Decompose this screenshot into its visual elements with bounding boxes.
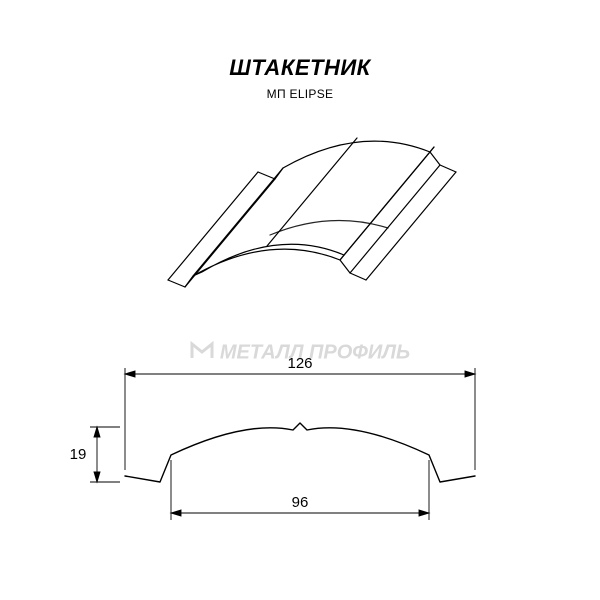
isometric-view — [130, 120, 470, 310]
dim-total-width: 126 — [287, 355, 312, 372]
cross-section-view: 126 96 19 — [65, 350, 535, 530]
dim-height: 19 — [70, 446, 87, 463]
page-title: ШТАКЕТНИК — [0, 55, 600, 81]
dim-inner-width: 96 — [292, 494, 309, 511]
page-subtitle: МП ELIPSE — [0, 87, 600, 101]
title-block: ШТАКЕТНИК МП ELIPSE — [0, 55, 600, 101]
